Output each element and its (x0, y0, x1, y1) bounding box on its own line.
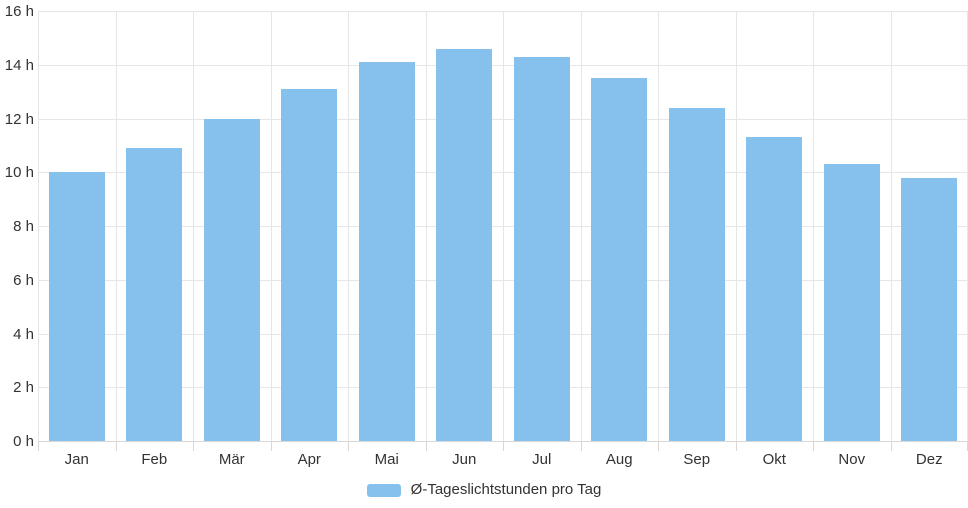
y-axis-label-10h: 10 h (4, 164, 34, 182)
gridline-v-3 (270, 11, 272, 441)
x-axis-tick-10 (813, 441, 814, 451)
y-axis-label-0h: 0 h (13, 433, 34, 450)
x-axis-label-maer: Mär (218, 451, 245, 468)
gridline-v-10 (813, 11, 814, 441)
x-axis-tick-1 (115, 441, 117, 451)
bar-jan[interactable] (48, 172, 105, 441)
x-axis-tick-2 (193, 441, 194, 451)
bar-dez[interactable] (901, 177, 958, 441)
gridline-v-8 (658, 11, 659, 441)
x-axis-label-dez: Dez (915, 451, 943, 468)
x-axis-label-mai: Mai (374, 451, 399, 468)
x-axis-tick-6 (503, 441, 504, 451)
x-axis-label-nov: Nov (838, 451, 866, 468)
plot-area (38, 11, 968, 442)
legend-item-daylight-series[interactable]: Ø-Tageslichtstunden pro Tag (366, 481, 602, 498)
gridline-v-5 (425, 11, 427, 441)
y-axis-label-12h: 12 h (4, 110, 34, 128)
x-axis-label-sep: Sep (683, 451, 711, 468)
y-axis-label-2h: 2 h (13, 379, 34, 397)
x-axis-label-jul: Jul (532, 451, 552, 468)
x-axis-label-okt: Okt (762, 451, 786, 468)
gridline-v-1 (115, 11, 117, 441)
x-axis-label-jun: Jun (452, 451, 477, 468)
bar-sep[interactable] (668, 107, 725, 441)
gridline-v-2 (193, 11, 194, 441)
y-axis-label-6h: 6 h (13, 271, 34, 289)
x-axis-label-jan: Jan (64, 451, 89, 468)
legend-swatch-icon (366, 483, 401, 497)
bar-apr[interactable] (281, 88, 338, 441)
y-axis-label-16h: 16 h (4, 3, 34, 20)
bar-feb[interactable] (126, 148, 183, 441)
legend-label: Ø-Tageslichtstunden pro Tag (410, 481, 602, 498)
bar-maer[interactable] (203, 118, 260, 441)
x-axis-label-feb: Feb (141, 451, 168, 468)
x-axis-tick-11 (890, 441, 892, 451)
y-axis-label-4h: 4 h (13, 325, 34, 343)
gridline-v-11 (890, 11, 892, 441)
x-axis-tick-9 (735, 441, 737, 451)
y-axis-label-8h: 8 h (13, 218, 34, 235)
gridline-v-6 (503, 11, 504, 441)
gridline-v-4 (348, 11, 349, 441)
x-axis-tick-4 (348, 441, 349, 451)
x-axis-label-apr: Apr (297, 451, 321, 468)
x-axis-tick-8 (658, 441, 659, 451)
bar-nov[interactable] (823, 164, 880, 441)
gridline-v-7 (580, 11, 582, 441)
bar-mai[interactable] (358, 62, 415, 441)
bar-jul[interactable] (513, 56, 570, 441)
bar-jun[interactable] (436, 48, 493, 441)
y-axis-label-14h: 14 h (4, 56, 34, 74)
gridline-v-9 (735, 11, 737, 441)
x-axis-tick-7 (580, 441, 582, 451)
x-axis-tick-3 (270, 441, 272, 451)
bar-okt[interactable] (746, 137, 803, 441)
bar-aug[interactable] (591, 78, 648, 441)
x-axis-tick-5 (425, 441, 427, 451)
x-axis-label-aug: Aug (605, 451, 633, 468)
legend: Ø-Tageslichtstunden pro Tag (0, 482, 968, 498)
gridline-v-0 (38, 11, 39, 441)
x-axis-tick-0 (38, 441, 39, 451)
